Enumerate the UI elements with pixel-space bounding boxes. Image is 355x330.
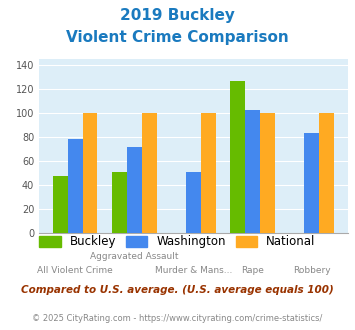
Text: All Violent Crime: All Violent Crime — [37, 266, 113, 275]
Legend: Buckley, Washington, National: Buckley, Washington, National — [34, 231, 321, 253]
Bar — [319, 113, 334, 233]
Bar — [245, 110, 260, 233]
Text: © 2025 CityRating.com - https://www.cityrating.com/crime-statistics/: © 2025 CityRating.com - https://www.city… — [32, 314, 323, 323]
Bar — [112, 172, 127, 233]
Bar — [83, 113, 97, 233]
Text: 2019 Buckley: 2019 Buckley — [120, 8, 235, 23]
Text: Violent Crime Comparison: Violent Crime Comparison — [66, 30, 289, 45]
Bar — [68, 140, 83, 233]
Bar — [142, 113, 157, 233]
Text: Rape: Rape — [241, 266, 264, 275]
Text: Robbery: Robbery — [293, 266, 331, 275]
Bar — [230, 81, 245, 233]
Bar — [186, 172, 201, 233]
Text: Compared to U.S. average. (U.S. average equals 100): Compared to U.S. average. (U.S. average … — [21, 285, 334, 295]
Bar — [304, 133, 319, 233]
Bar — [201, 113, 215, 233]
Text: Aggravated Assault: Aggravated Assault — [90, 252, 179, 261]
Bar — [127, 147, 142, 233]
Bar — [260, 113, 275, 233]
Text: Murder & Mans...: Murder & Mans... — [155, 266, 232, 275]
Bar — [53, 177, 68, 233]
